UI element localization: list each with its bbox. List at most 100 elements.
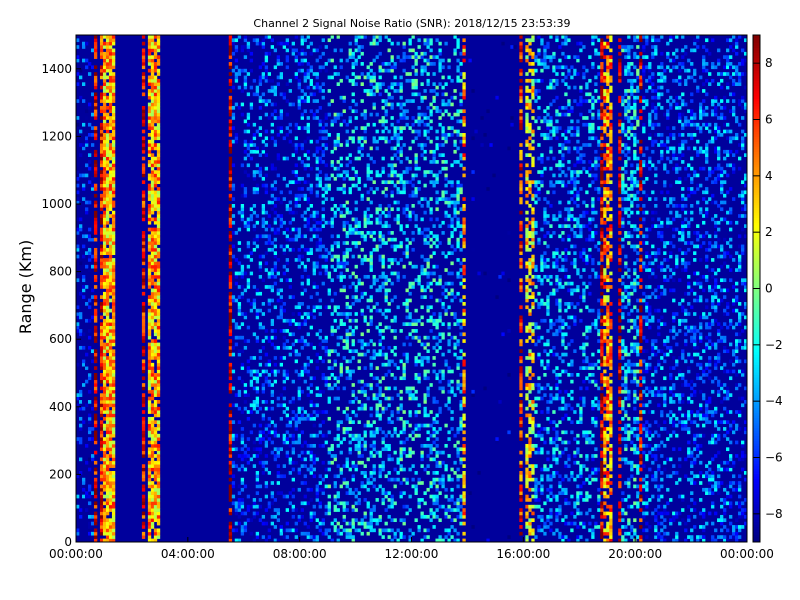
heatmap-cell xyxy=(363,464,367,468)
heatmap-cell xyxy=(240,274,245,279)
heatmap-cell xyxy=(108,291,113,296)
heatmap-cell xyxy=(393,329,397,333)
heatmap-cell xyxy=(237,285,242,289)
heatmap-cell xyxy=(426,72,430,76)
heatmap-cell xyxy=(306,356,310,360)
heatmap-cell xyxy=(363,318,367,323)
heatmap-cell xyxy=(111,528,116,533)
heatmap-cell xyxy=(384,241,388,245)
heatmap-cell xyxy=(306,227,310,232)
heatmap-cell xyxy=(108,474,113,479)
heatmap-cell xyxy=(351,72,355,76)
heatmap-cell xyxy=(108,170,113,174)
heatmap-cell xyxy=(243,511,248,516)
heatmap-cell xyxy=(255,41,260,46)
heatmap-cell xyxy=(348,153,352,157)
heatmap-cell xyxy=(444,254,448,259)
heatmap-cell xyxy=(102,51,107,56)
heatmap-cell xyxy=(399,494,403,499)
heatmap-cell xyxy=(279,447,283,452)
heatmap-cell xyxy=(444,268,448,272)
heatmap-cell xyxy=(255,437,260,441)
heatmap-cell xyxy=(108,207,113,212)
heatmap-cell xyxy=(423,373,427,377)
heatmap-cell xyxy=(276,153,280,157)
heatmap-cell xyxy=(330,247,334,252)
heatmap-cell xyxy=(105,342,110,347)
heatmap-cell xyxy=(228,471,233,475)
heatmap-cell xyxy=(432,234,436,239)
heatmap-cell xyxy=(249,410,254,414)
heatmap-cell xyxy=(345,491,349,495)
heatmap-cell xyxy=(282,379,286,384)
heatmap-cell xyxy=(360,443,364,448)
heatmap-cell xyxy=(357,460,361,465)
heatmap-cell xyxy=(279,190,283,195)
heatmap-cell xyxy=(99,302,104,306)
heatmap-cell xyxy=(282,176,286,181)
heatmap-cell xyxy=(291,170,295,174)
heatmap-cell xyxy=(231,386,236,391)
heatmap-cell xyxy=(255,163,260,168)
heatmap-cell xyxy=(84,234,89,239)
heatmap-cell xyxy=(261,437,266,441)
heatmap-cell xyxy=(264,153,269,157)
heatmap-cell xyxy=(93,45,98,49)
heatmap-cell xyxy=(111,89,116,93)
heatmap-cell xyxy=(441,484,445,489)
heatmap-cell xyxy=(309,457,313,462)
heatmap-cell xyxy=(282,244,286,249)
heatmap-cell xyxy=(147,508,152,512)
heatmap-cell xyxy=(423,356,427,360)
heatmap-cell xyxy=(366,89,370,93)
heatmap-cell xyxy=(423,393,427,397)
heatmap-cell xyxy=(390,528,394,533)
heatmap-cell xyxy=(366,173,370,178)
heatmap-cell xyxy=(228,261,233,266)
heatmap-cell xyxy=(414,153,418,157)
heatmap-cell xyxy=(102,406,107,411)
heatmap-cell xyxy=(324,268,328,272)
heatmap-cell xyxy=(378,68,382,73)
heatmap-cell xyxy=(399,89,403,93)
heatmap-cell xyxy=(390,85,394,90)
heatmap-cell xyxy=(309,183,313,188)
heatmap-cell xyxy=(309,467,313,472)
heatmap-cell xyxy=(405,247,409,252)
heatmap-cell xyxy=(237,389,242,394)
heatmap-cell xyxy=(321,254,325,259)
heatmap-cell xyxy=(441,369,445,374)
heatmap-cell xyxy=(339,204,343,208)
heatmap-cell xyxy=(300,51,304,56)
heatmap-cell xyxy=(240,322,245,326)
heatmap-cell xyxy=(393,352,397,357)
heatmap-cell xyxy=(399,58,403,63)
heatmap-cell xyxy=(435,237,439,242)
heatmap-cell xyxy=(150,241,155,245)
heatmap-cell xyxy=(318,389,322,394)
heatmap-cell xyxy=(105,379,110,384)
heatmap-cell xyxy=(441,291,445,296)
heatmap-cell xyxy=(363,129,367,134)
heatmap-cell xyxy=(234,298,239,303)
heatmap-cell xyxy=(342,430,346,435)
heatmap-cell xyxy=(324,183,328,188)
heatmap-cell xyxy=(414,308,418,313)
heatmap-cell xyxy=(111,457,116,462)
heatmap-cell xyxy=(147,48,152,53)
heatmap-cell xyxy=(351,166,355,171)
heatmap-cell xyxy=(246,112,251,117)
heatmap-cell xyxy=(76,244,80,249)
heatmap-cell xyxy=(369,62,373,66)
heatmap-cell xyxy=(402,440,406,445)
heatmap-cell xyxy=(396,200,400,205)
heatmap-cell xyxy=(372,440,376,445)
heatmap-cell xyxy=(153,345,158,350)
heatmap-cell xyxy=(384,278,388,283)
heatmap-cell xyxy=(381,62,385,66)
heatmap-cell xyxy=(255,403,260,408)
heatmap-cell xyxy=(399,136,403,141)
heatmap-cell xyxy=(390,410,394,414)
heatmap-cell xyxy=(153,244,158,249)
heatmap-cell xyxy=(393,535,397,539)
